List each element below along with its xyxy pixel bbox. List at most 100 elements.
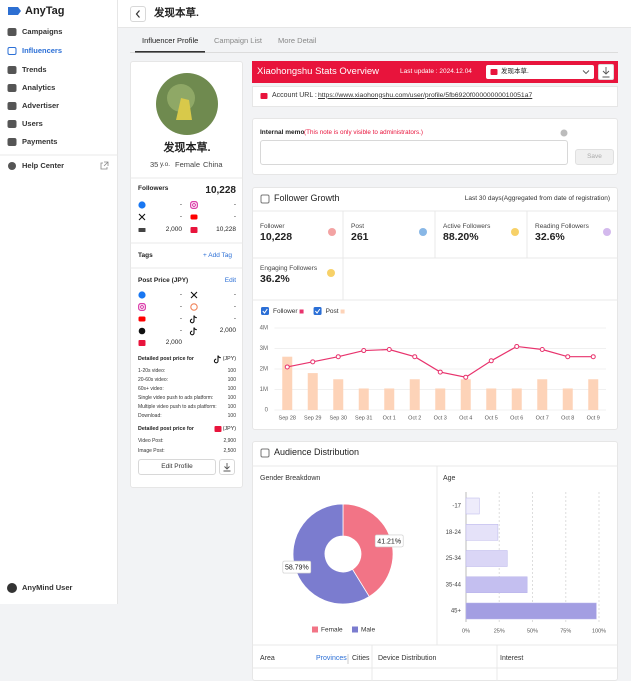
last-update: Last update : 2024.12.04 bbox=[400, 67, 472, 75]
memo-input[interactable] bbox=[260, 140, 568, 165]
add-tag-link[interactable]: + Add Tag bbox=[203, 251, 232, 259]
detail-price: 100 bbox=[227, 412, 236, 419]
detail-price: 100 bbox=[227, 394, 236, 401]
post-price: 2,000 bbox=[165, 338, 182, 346]
follower-count: 2,000 bbox=[165, 225, 182, 233]
detail-item: 20-60s video: bbox=[138, 376, 169, 383]
detail-price: 2,500 bbox=[223, 447, 236, 454]
url-label: Account URL : bbox=[272, 92, 317, 100]
post-price: - bbox=[233, 290, 236, 298]
profile-country: China bbox=[203, 160, 223, 170]
nav-item[interactable]: Influencers bbox=[22, 46, 63, 56]
metric-label: Active Followers bbox=[443, 222, 491, 230]
detail-item: Multiple video push to ads platform: bbox=[138, 403, 217, 410]
nav-item[interactable]: Payments bbox=[22, 137, 58, 147]
button-label: Save bbox=[587, 152, 602, 160]
card-title: Audience Distribution bbox=[274, 447, 360, 458]
metric-value: 261 bbox=[351, 231, 369, 244]
metric-value: 10,228 bbox=[260, 231, 293, 244]
area-tab[interactable]: Provinces bbox=[316, 655, 347, 663]
detail-item: 1-20s video: bbox=[138, 367, 166, 374]
nav-item[interactable]: Campaigns bbox=[22, 27, 63, 37]
tab[interactable]: Campaign List bbox=[214, 36, 262, 46]
user-name: AnyMind User bbox=[22, 583, 73, 593]
followers-total: 10,228 bbox=[205, 184, 236, 196]
detail-price: 100 bbox=[227, 385, 236, 392]
metric-value: 32.6% bbox=[535, 231, 565, 244]
logo: AnyTag bbox=[25, 4, 65, 17]
follower-count: 10,228 bbox=[216, 225, 236, 233]
detail-item: Single video push to ads platform: bbox=[138, 394, 214, 401]
tab-bar bbox=[130, 30, 618, 53]
account-row bbox=[252, 86, 618, 107]
detail-price: 100 bbox=[227, 367, 236, 374]
page-title: 发现本草. bbox=[154, 7, 199, 20]
detail-item: Download: bbox=[138, 412, 162, 419]
detail-price: 100 bbox=[227, 403, 236, 410]
metric-value: 36.2% bbox=[260, 273, 290, 286]
detail-price: 2,900 bbox=[223, 437, 236, 444]
top-bar bbox=[118, 0, 631, 28]
nav-item[interactable]: Advertiser bbox=[22, 101, 60, 111]
tab[interactable]: Influencer Profile bbox=[142, 36, 199, 46]
detail-label: Detailed post price for bbox=[138, 355, 194, 362]
follower-count: - bbox=[179, 200, 182, 208]
profile-name: 发现本草. bbox=[163, 141, 211, 154]
back-button[interactable] bbox=[130, 6, 146, 22]
button-label: Edit Profile bbox=[161, 462, 193, 470]
memo-note: (This note is only visible to administra… bbox=[304, 128, 423, 136]
nav-item[interactable]: Analytics bbox=[22, 83, 56, 93]
tab[interactable]: More Detail bbox=[278, 36, 317, 46]
metric-label: Reading Followers bbox=[535, 222, 589, 230]
detail-item: Video Post: bbox=[138, 437, 164, 444]
section-label: Area bbox=[260, 655, 275, 663]
metric-label: Post bbox=[351, 222, 365, 230]
detail-item: 60s+ video: bbox=[138, 385, 164, 392]
profile-card bbox=[130, 61, 243, 488]
detail-item: Image Post: bbox=[138, 447, 165, 454]
profile-age: 35 bbox=[150, 160, 159, 170]
detail-price: 100 bbox=[227, 376, 236, 383]
download-button[interactable] bbox=[598, 64, 614, 80]
area-tab[interactable]: Cities bbox=[352, 655, 370, 663]
stats-title: Xiaohongshu Stats Overview bbox=[257, 65, 379, 77]
metric-label: Engaging Followers bbox=[260, 264, 318, 272]
post-price: - bbox=[179, 290, 182, 298]
edit-link[interactable]: Edit bbox=[224, 276, 236, 284]
card-subtitle: Last 30 days(Aggregated from date of reg… bbox=[464, 194, 610, 202]
section-label: Interest bbox=[500, 655, 524, 663]
post-price: - bbox=[233, 302, 236, 310]
audience-card bbox=[252, 441, 618, 681]
nav-item[interactable]: Help Center bbox=[22, 161, 65, 171]
post-price: - bbox=[179, 326, 182, 334]
section-label: Post Price (JPY) bbox=[138, 276, 189, 284]
post-price: - bbox=[179, 314, 182, 322]
profile-age-unit: y.o. bbox=[160, 160, 170, 168]
post-price: - bbox=[179, 302, 182, 310]
save-button[interactable] bbox=[575, 149, 614, 165]
metric-label: Follower bbox=[260, 222, 285, 230]
section-label: Followers bbox=[138, 184, 169, 192]
memo-label: Internal memo bbox=[260, 128, 305, 136]
detail-currency: (JPY) bbox=[222, 425, 236, 432]
post-price: 2,000 bbox=[219, 326, 236, 334]
section-label: Tags bbox=[138, 251, 153, 259]
post-price: - bbox=[233, 314, 236, 322]
section-label: Device Distribution bbox=[378, 655, 437, 663]
metric-value: 88.20% bbox=[443, 231, 479, 244]
account-select[interactable] bbox=[486, 65, 594, 79]
edit-profile-button[interactable] bbox=[138, 459, 216, 475]
follower-count: - bbox=[179, 212, 182, 220]
card-title: Follower Growth bbox=[274, 193, 340, 204]
nav-item[interactable]: Users bbox=[22, 119, 43, 129]
profile-gender: Female bbox=[175, 160, 201, 170]
account-select-label: 发现本草. bbox=[501, 67, 529, 75]
detail-label: Detailed post price for bbox=[138, 425, 194, 432]
nav-item[interactable]: Trends bbox=[22, 65, 47, 75]
follower-count: - bbox=[233, 200, 236, 208]
detail-currency: (JPY) bbox=[222, 355, 236, 362]
account-url[interactable]: https://www.xiaohongshu.com/user/profile… bbox=[318, 91, 533, 99]
follower-count: - bbox=[233, 212, 236, 220]
sidebar bbox=[0, 0, 118, 604]
